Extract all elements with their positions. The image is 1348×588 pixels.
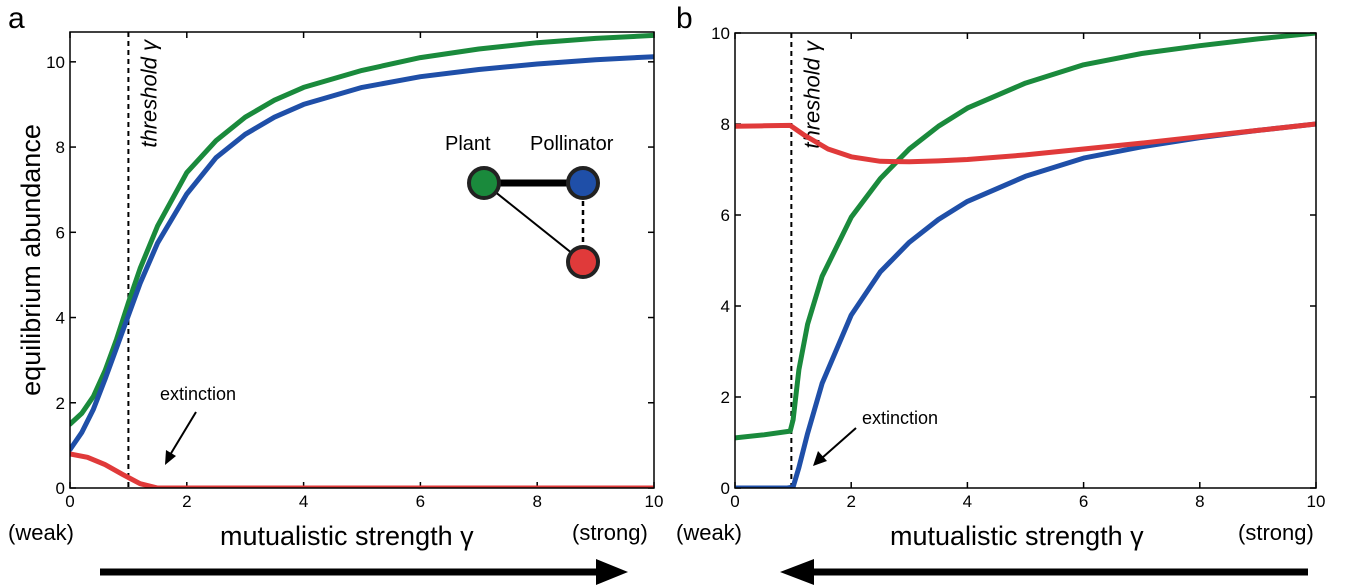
panel-b-x-ticks: 0 2 4 6 8 10 <box>730 33 1325 511</box>
panel-a-y-tick-label: 2 <box>56 394 65 413</box>
panel-b-y-tick-label: 6 <box>721 206 730 225</box>
panel-a-y-tick-label: 4 <box>56 309 65 328</box>
panel-b-series <box>735 33 1316 488</box>
panel-b-x-tick-label: 6 <box>1079 492 1088 511</box>
panel-a-y-tick-label: 8 <box>56 138 65 157</box>
panel-b-x-tick-label: 10 <box>1307 492 1326 511</box>
panel-a-x-tick-label: 8 <box>532 492 541 511</box>
panel-a-pollinator-series-line <box>70 54 654 453</box>
legend-pollinator-node <box>566 166 600 200</box>
panel-b-third-series-line <box>735 121 1316 165</box>
legend-third-node <box>566 245 600 279</box>
panel-a-threshold-label: threshold γ <box>136 38 161 148</box>
legend-plant-edge <box>483 182 584 263</box>
panel-b-y-tick-label: 0 <box>721 479 730 498</box>
panel-b-x-tick-label: 8 <box>1195 492 1204 511</box>
panel-b-extinction-arrow <box>813 427 857 466</box>
panel-b-x-tick-label: 4 <box>963 492 972 511</box>
panel-b-pollinator-series-line <box>735 121 1316 488</box>
legend-plant-label: Plant <box>445 133 491 155</box>
panel-a-direction-arrow <box>100 559 628 585</box>
panel-a-plant-series-line <box>70 32 654 427</box>
panel-a-y-axis-label: equilibrium abundance <box>16 124 46 396</box>
panel-a-extinction-arrow <box>165 411 197 465</box>
panel-b-direction-arrow <box>780 559 1308 585</box>
panel-b-y-tick-label: 4 <box>721 297 730 316</box>
panel-b-plot-frame <box>734 32 1317 489</box>
panel-a-x-tick-label: 4 <box>299 492 308 511</box>
panel-a-weak-label: (weak) <box>8 520 74 545</box>
panel-a-strong-label: (strong) <box>572 520 648 545</box>
panel-b-extinction-label: extinction <box>862 408 938 428</box>
panel-a-x-tick-label: 6 <box>416 492 425 511</box>
panel-b-y-tick-label: 8 <box>721 115 730 134</box>
panel-b-x-tick-label: 0 <box>730 492 739 511</box>
panel-a-y-tick-label: 6 <box>56 223 65 242</box>
panel-b-x-axis-label: mutualistic strength γ <box>890 521 1144 551</box>
panel-b-y-tick-label: 10 <box>711 24 730 43</box>
panel-a-x-tick-label: 2 <box>182 492 191 511</box>
panel-a-y-tick-label: 10 <box>46 53 65 72</box>
panel-b-strong-label: (strong) <box>1238 520 1314 545</box>
network-legend: Plant Pollinator <box>445 133 614 279</box>
panel-a-x-tick-label: 10 <box>645 492 664 511</box>
legend-plant-node <box>467 166 501 200</box>
panel-b-y-tick-label: 2 <box>721 388 730 407</box>
panel-b-letter: b <box>676 2 693 35</box>
panel-b-x-tick-label: 2 <box>846 492 855 511</box>
legend-pollinator-label: Pollinator <box>530 133 614 155</box>
panel-a-plot-frame <box>69 31 655 489</box>
panel-a-third-series-line <box>70 451 654 488</box>
panel-b: b 0 2 4 6 8 10 0 2 4 6 8 10 threshold γ extinction… <box>676 2 1325 585</box>
panel-b-weak-label: (weak) <box>676 520 742 545</box>
panel-a-y-ticks: 0 2 4 6 8 10 <box>46 53 654 498</box>
panel-a-extinction-label: extinction <box>160 384 236 404</box>
panel-a-x-tick-label: 0 <box>65 492 74 511</box>
panel-a-y-tick-label: 0 <box>56 479 65 498</box>
panel-a-x-axis-label: mutualistic strength γ <box>220 521 474 551</box>
panel-b-y-ticks: 0 2 4 6 8 10 <box>711 24 1316 498</box>
panel-a-letter: a <box>8 2 25 35</box>
panel-a-series <box>70 32 654 488</box>
panel-b-threshold-label: threshold γ <box>799 39 824 149</box>
